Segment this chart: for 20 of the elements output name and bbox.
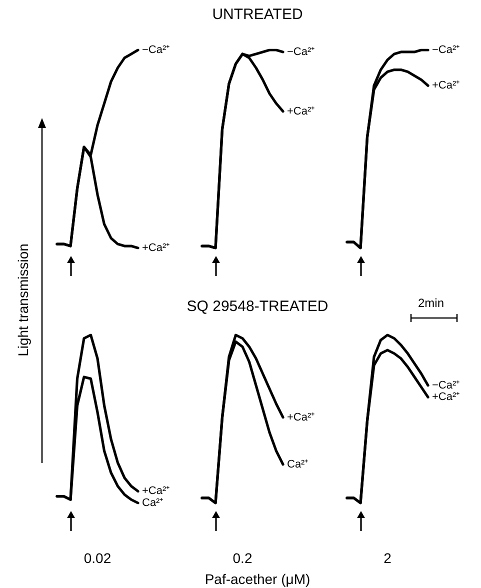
series-label: +Ca²⁺ xyxy=(287,105,316,118)
x-axis-title: 0.2 xyxy=(232,550,252,566)
y-axis-title: Light transmission xyxy=(15,242,31,358)
series-label: +Ca²⁺ xyxy=(142,242,170,254)
series-label: −Ca²⁺ xyxy=(287,46,316,58)
series-label: −Ca²⁺ xyxy=(432,379,460,392)
series-label: +Ca²⁺ xyxy=(287,411,316,424)
series-label: +Ca²⁺ xyxy=(432,391,460,404)
series-label: Ca²⁺ xyxy=(287,458,309,470)
x-axis-title: 0.02 xyxy=(84,550,112,566)
series-label: +Ca²⁺ xyxy=(142,485,170,498)
series-label: −Ca²⁺ xyxy=(432,44,460,56)
series-label: +Ca²⁺ xyxy=(432,80,460,92)
series-label: Ca²⁺ xyxy=(142,497,164,509)
text: 2min xyxy=(418,296,444,310)
text: Paf-acether (μM) xyxy=(204,571,310,587)
chart-title: UNTREATED xyxy=(212,6,303,23)
chart-title: SQ 29548-TREATED xyxy=(186,298,328,315)
x-axis-title: 2 xyxy=(384,550,392,566)
series-label: −Ca²⁺ xyxy=(142,44,170,56)
